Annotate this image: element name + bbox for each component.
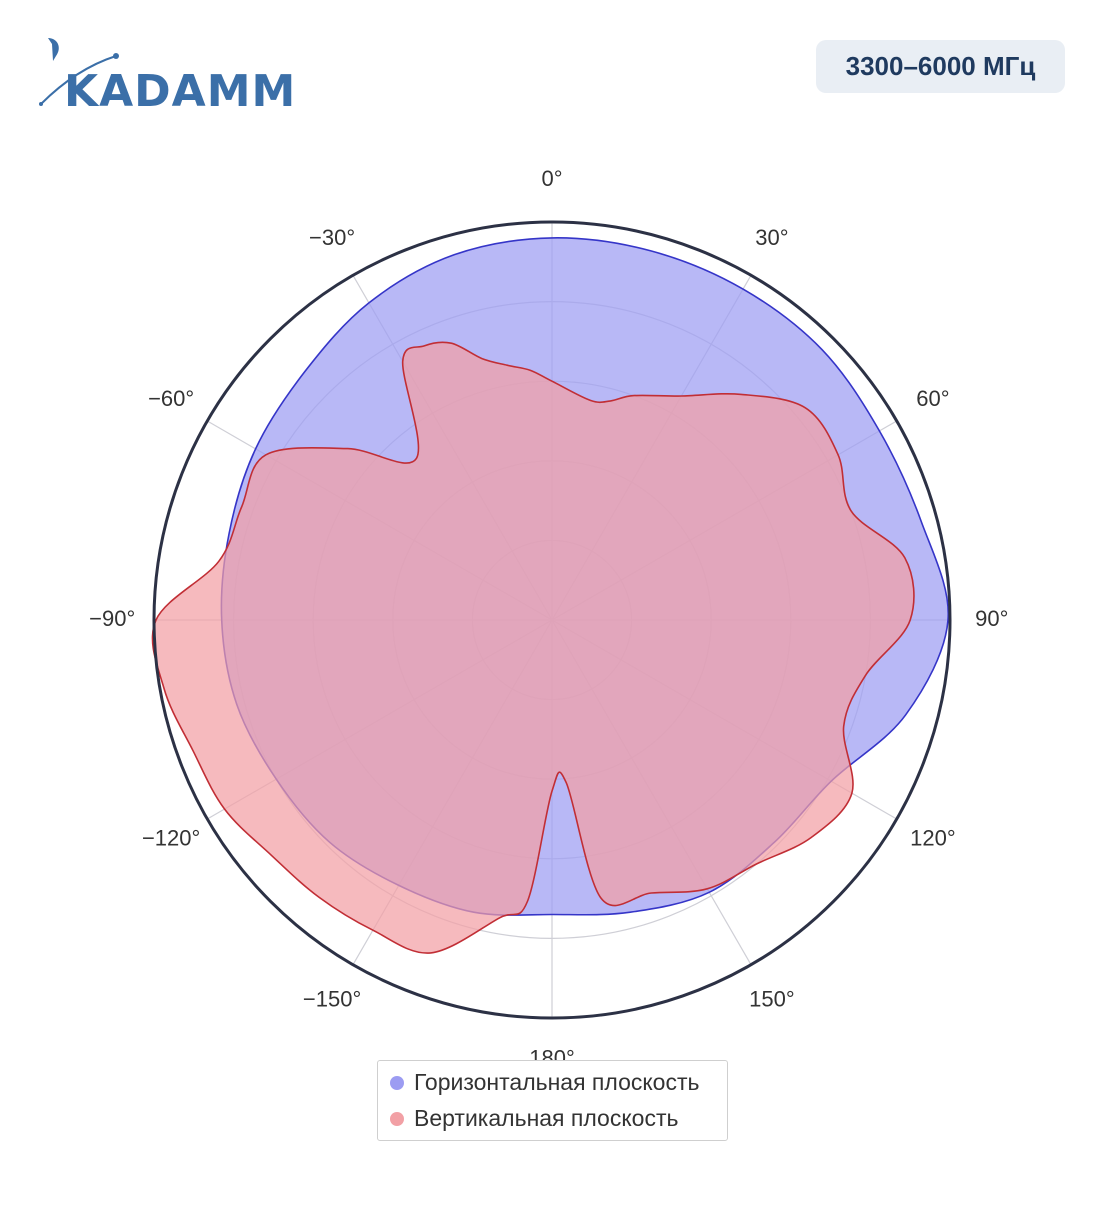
legend: Горизонтальная плоскость Вертикальная пл… xyxy=(377,1060,728,1141)
polar-overlay xyxy=(152,220,952,1020)
angular-tick-label-10: −60° xyxy=(148,386,194,411)
legend-label-horizontal: Горизонтальная плоскость xyxy=(414,1069,700,1095)
angular-tick-label-2: 60° xyxy=(916,386,949,411)
polar-chart: 0° 30° 60° 90° 120° 150° 180° −150° −120° −90° −60… xyxy=(89,166,1008,1060)
kadamm-logo: KADAMM xyxy=(36,34,296,117)
angular-tick-label-11: −30° xyxy=(309,225,355,250)
legend-swatch-vertical xyxy=(390,1111,404,1126)
legend-item-vertical[interactable]: Вертикальная плоскость xyxy=(390,1105,678,1132)
angular-tick-label-9: −90° xyxy=(89,606,135,631)
frequency-badge: 3300–6000 МГц xyxy=(816,40,1065,93)
angular-tick-label-1: 30° xyxy=(755,225,788,250)
polar-outer-ring xyxy=(152,220,952,1020)
polar-series xyxy=(151,237,950,954)
logo-text: KADAMM xyxy=(64,66,296,114)
series-area-1 xyxy=(151,341,915,954)
angular-tick-label-3: 90° xyxy=(975,606,1008,631)
logo-mark-icon xyxy=(48,38,59,61)
frequency-badge-text: 3300–6000 МГц xyxy=(845,51,1036,81)
angular-tick-label-7: −150° xyxy=(303,987,361,1012)
legend-swatch-horizontal xyxy=(390,1075,404,1090)
angular-tick-label-4: 120° xyxy=(910,826,956,851)
angular-tick-label-5: 150° xyxy=(749,987,795,1012)
angular-tick-label-0: 0° xyxy=(541,166,562,191)
legend-item-horizontal[interactable]: Горизонтальная плоскость xyxy=(390,1069,700,1096)
legend-label-vertical: Вертикальная плоскость xyxy=(414,1105,679,1131)
angular-tick-label-6: 180° xyxy=(529,1046,575,1060)
angular-tick-labels: 0° 30° 60° 90° 120° 150° 180° −150° −120° −90° −60… xyxy=(89,166,1008,1060)
angular-tick-label-8: −120° xyxy=(142,826,200,851)
